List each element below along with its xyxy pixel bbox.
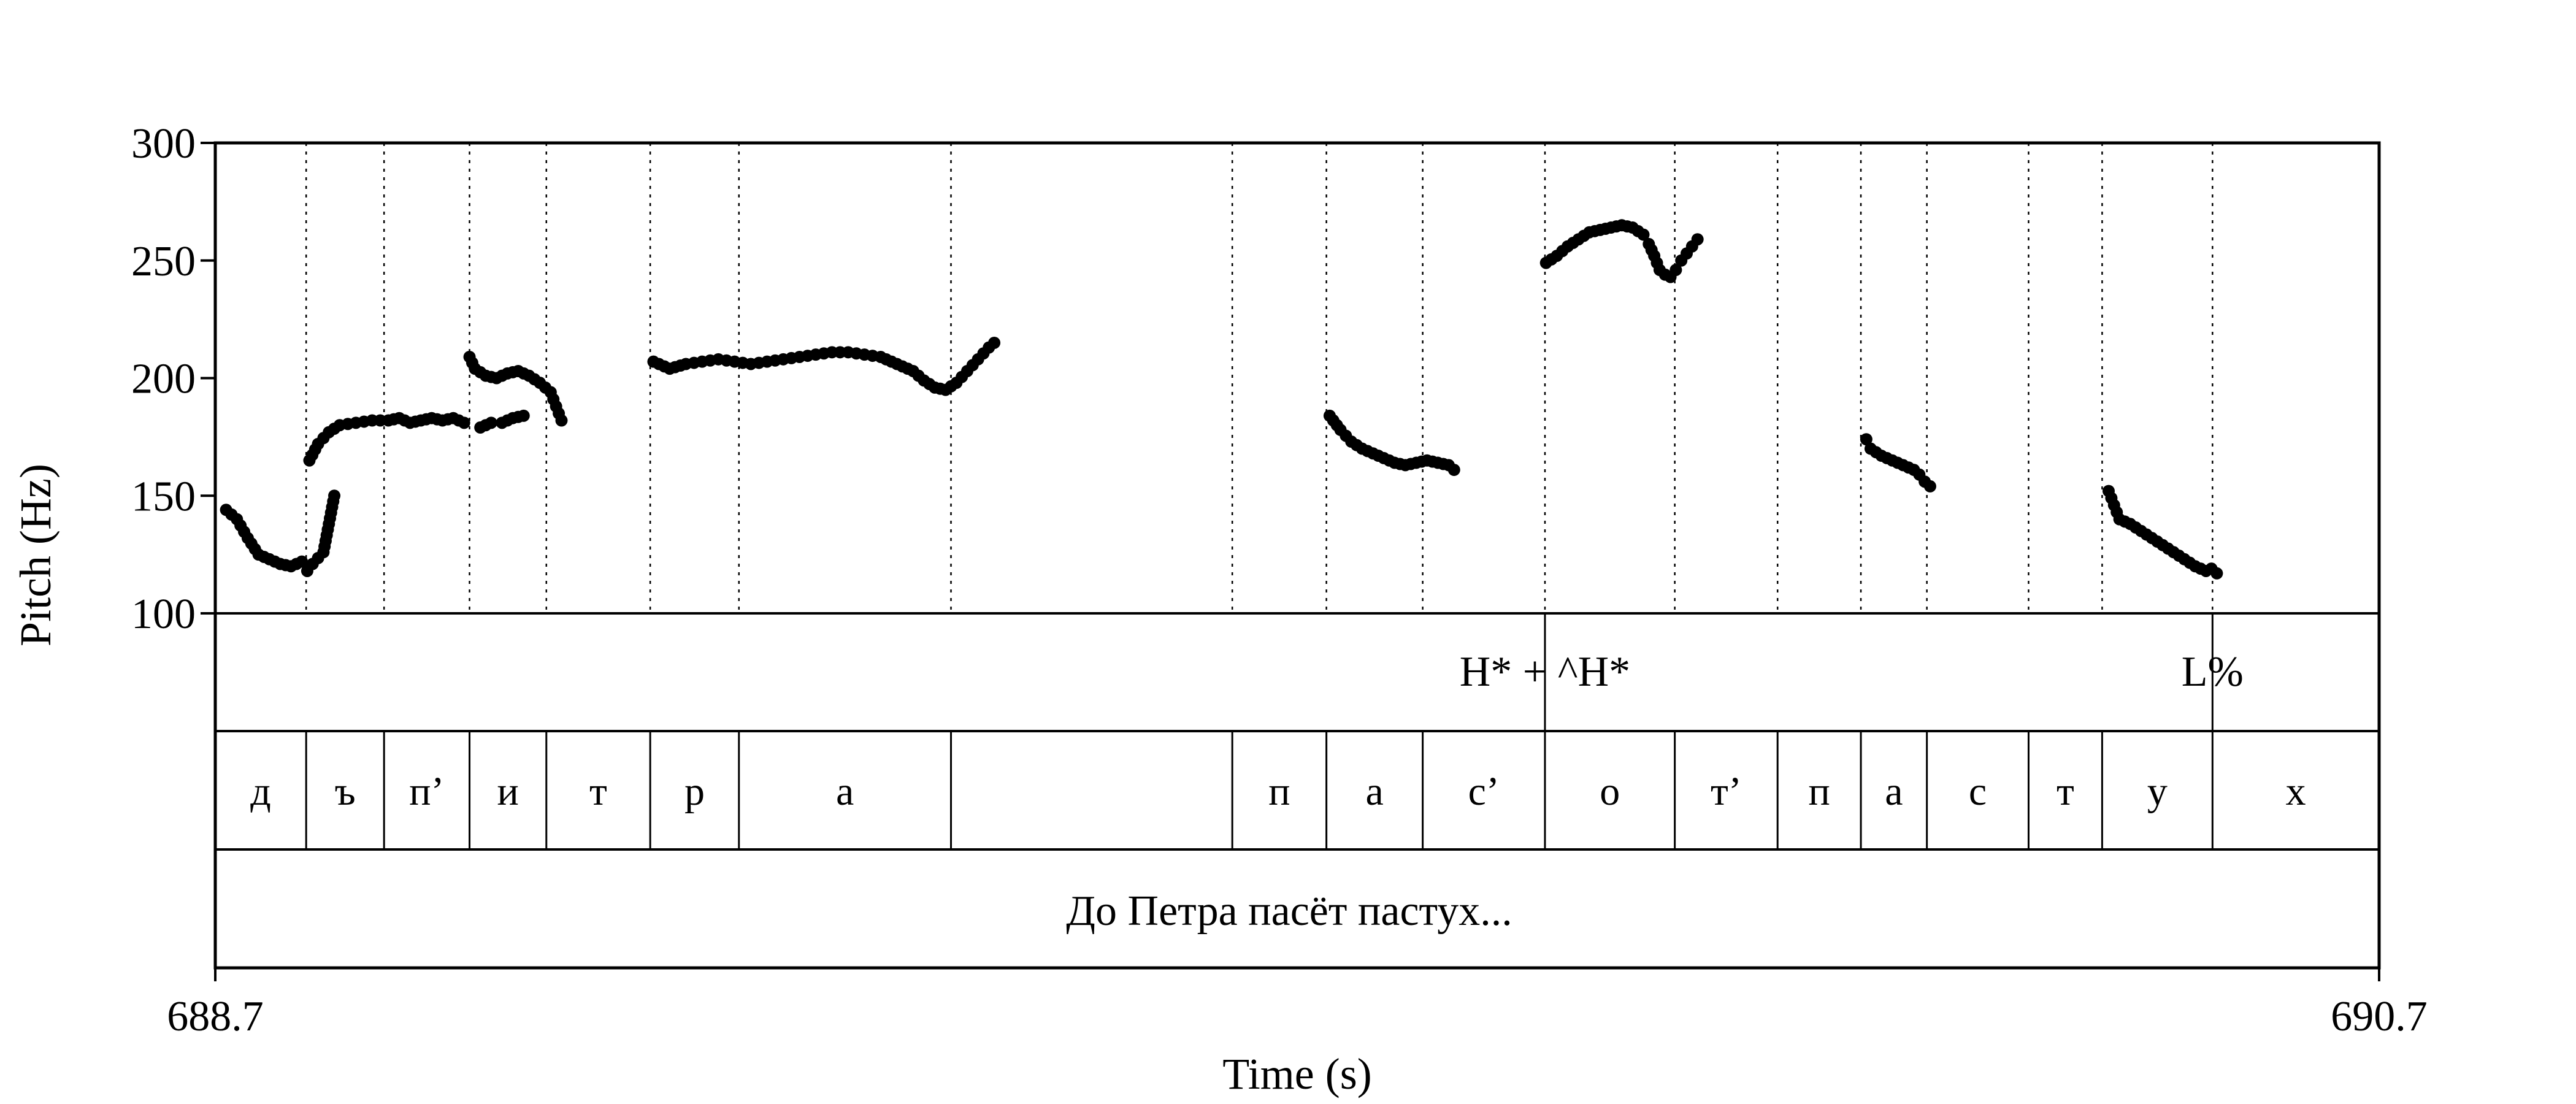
pitch-point	[1691, 233, 1704, 246]
x-axis-title: Time (s)	[1222, 1049, 1371, 1098]
pitch-point	[988, 336, 1001, 349]
y-axis-tick-label: 200	[131, 356, 196, 403]
segment-label: п	[1268, 769, 1290, 814]
y-axis: 100 150 200 250 300	[131, 120, 215, 638]
x-axis-tick-label-start: 688.7	[167, 993, 264, 1040]
plot-frame	[213, 141, 2381, 970]
pitch-points	[220, 219, 2223, 580]
segment-label: ъ	[335, 769, 356, 814]
segment-label: у	[2147, 769, 2168, 814]
y-axis-tick-label: 300	[131, 120, 196, 167]
pitch-point	[458, 416, 470, 429]
segment-label: о	[1600, 769, 1620, 814]
pitch-point	[1669, 264, 1682, 277]
x-axis-tick-label-end: 690.7	[2331, 993, 2428, 1040]
segment-label: а	[836, 769, 854, 814]
pitch-point	[1447, 464, 1460, 477]
y-axis-tick-label: 250	[131, 238, 196, 285]
pitch-point	[555, 414, 568, 427]
pitch-panel-boundaries	[305, 143, 2214, 613]
pitch-point	[1860, 433, 1873, 446]
segment-label: а	[1885, 769, 1903, 814]
segment-label: д	[250, 769, 271, 814]
pitch-point	[517, 409, 530, 422]
segment-label: х	[2286, 769, 2306, 814]
segment-label: п’	[409, 769, 444, 814]
segment-label: т	[2057, 769, 2074, 814]
segment-tier: д ъ п’ и т р а п а с’ о т’ п а с т у х	[250, 731, 2306, 849]
tone-label: H* + ^H*	[1460, 648, 1630, 696]
tone-tier: H* + ^H* L%	[1460, 613, 2244, 731]
pitch-point	[1637, 228, 1650, 241]
segment-label: с	[1969, 769, 1987, 814]
segment-label: а	[1365, 769, 1383, 814]
pitch-point	[296, 555, 309, 568]
y-axis-tick-label: 150	[131, 473, 196, 520]
sentence-label: До Петра пасёт пастух...	[1066, 887, 1512, 935]
pitch-point	[1923, 480, 1936, 493]
y-axis-title: Pitch (Hz)	[11, 464, 60, 646]
segment-label: р	[684, 769, 705, 814]
segment-label: и	[497, 769, 518, 814]
segment-label: т	[589, 769, 607, 814]
y-axis-tick-label: 100	[131, 591, 196, 638]
pitch-point	[2210, 567, 2223, 580]
pitch-point	[485, 416, 497, 429]
segment-label: с’	[1468, 769, 1500, 814]
segment-label: т’	[1711, 769, 1742, 814]
segment-label: п	[1808, 769, 1830, 814]
tone-label: L%	[2182, 648, 2244, 696]
pitch-point	[328, 489, 341, 502]
